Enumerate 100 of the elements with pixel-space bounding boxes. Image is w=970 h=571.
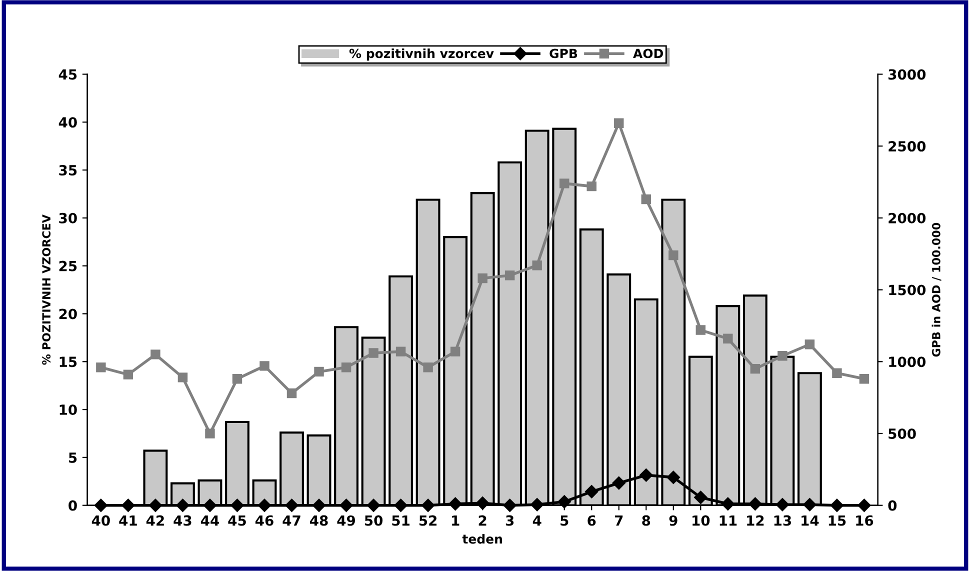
x-tick-label: 46 bbox=[255, 515, 274, 526]
point bbox=[368, 348, 378, 358]
point bbox=[586, 181, 596, 192]
point bbox=[723, 334, 733, 344]
point bbox=[641, 194, 651, 204]
x-tick-label: 52 bbox=[419, 515, 437, 526]
point bbox=[176, 498, 190, 512]
point bbox=[804, 340, 815, 350]
y2-axis-title: GPB in AOD / 100.000 bbox=[932, 222, 942, 357]
y-tick-label: 25 bbox=[59, 260, 77, 272]
x-axis-title: teden bbox=[462, 534, 502, 544]
point bbox=[476, 496, 490, 510]
point bbox=[694, 490, 708, 504]
x-tick-label: 13 bbox=[774, 515, 791, 526]
x-tick-label: 15 bbox=[828, 515, 846, 526]
point bbox=[260, 361, 270, 371]
y-tick-label: 45 bbox=[58, 69, 77, 80]
point bbox=[314, 366, 324, 377]
x-tick-label: 49 bbox=[337, 515, 356, 526]
x-tick-label: 50 bbox=[364, 515, 383, 526]
point bbox=[258, 498, 272, 512]
x-tick-label: 1 bbox=[452, 515, 460, 526]
x-tick-label: 6 bbox=[588, 515, 596, 526]
point bbox=[230, 498, 244, 512]
point bbox=[612, 476, 626, 490]
legend-label: GPB bbox=[550, 48, 578, 58]
point bbox=[150, 350, 160, 360]
point bbox=[312, 498, 326, 512]
y2-tick-label: 500 bbox=[888, 428, 916, 439]
x-tick-label: 12 bbox=[747, 515, 764, 526]
x-tick-label: 14 bbox=[802, 515, 819, 526]
x-tick-label: 8 bbox=[642, 515, 650, 526]
point bbox=[285, 498, 298, 512]
y-tick-label: 20 bbox=[59, 308, 77, 320]
point bbox=[748, 497, 762, 510]
point bbox=[478, 273, 488, 284]
point bbox=[558, 495, 571, 508]
point bbox=[232, 374, 242, 384]
point bbox=[830, 498, 844, 512]
point bbox=[203, 498, 217, 512]
y2-tick-label: 1000 bbox=[889, 356, 926, 368]
point bbox=[205, 428, 215, 438]
point bbox=[450, 346, 460, 356]
x-tick-label: 4 bbox=[532, 515, 542, 526]
x-tick-label: 16 bbox=[856, 515, 874, 526]
x-tick-label: 9 bbox=[669, 515, 678, 526]
point bbox=[750, 364, 760, 374]
point bbox=[148, 498, 162, 512]
point bbox=[96, 362, 106, 372]
x-tick-label: 42 bbox=[146, 515, 164, 526]
point bbox=[803, 498, 816, 512]
y-tick-label: 40 bbox=[58, 117, 77, 128]
point bbox=[640, 468, 653, 482]
y-axis-title: % POZITIVNIH VZORCEV bbox=[42, 214, 51, 365]
point bbox=[421, 498, 435, 512]
point bbox=[776, 498, 790, 512]
point bbox=[532, 260, 542, 270]
point bbox=[122, 498, 135, 512]
x-tick-label: 47 bbox=[282, 515, 300, 526]
point bbox=[366, 498, 380, 512]
point bbox=[614, 118, 624, 128]
y-tick-label: 15 bbox=[60, 356, 77, 368]
x-tick-label: 45 bbox=[228, 515, 246, 526]
x-tick-label: 5 bbox=[560, 515, 568, 526]
x-tick-label: 7 bbox=[614, 515, 623, 526]
point bbox=[503, 498, 516, 512]
point bbox=[530, 498, 544, 512]
point bbox=[778, 351, 788, 361]
y2-tick-label: 1500 bbox=[889, 284, 926, 296]
point bbox=[504, 270, 515, 280]
point bbox=[721, 497, 735, 510]
x-tick-label: 3 bbox=[506, 515, 514, 526]
y-tick-label: 5 bbox=[68, 452, 77, 463]
point bbox=[341, 362, 352, 372]
x-tick-label: 11 bbox=[720, 515, 737, 526]
point bbox=[559, 178, 570, 188]
point bbox=[448, 497, 462, 510]
point bbox=[859, 374, 870, 384]
x-tick-label: 10 bbox=[692, 515, 710, 526]
point bbox=[286, 388, 297, 398]
y-tick-label: 35 bbox=[59, 165, 77, 176]
legend-label: AOD bbox=[633, 48, 663, 58]
point bbox=[832, 368, 842, 378]
x-tick-label: 40 bbox=[92, 515, 110, 526]
x-tick-label: 2 bbox=[478, 515, 486, 526]
y-tick-label: 10 bbox=[60, 404, 77, 416]
point bbox=[178, 372, 188, 382]
point bbox=[423, 362, 433, 372]
point bbox=[668, 250, 678, 260]
point bbox=[394, 498, 408, 512]
point bbox=[696, 325, 706, 335]
x-tick-label: 41 bbox=[119, 515, 137, 526]
y2-tick-label: 0 bbox=[888, 500, 897, 511]
point bbox=[94, 498, 108, 512]
y2-tick-label: 3000 bbox=[888, 69, 926, 80]
point bbox=[123, 370, 134, 380]
y-tick-label: 30 bbox=[59, 212, 77, 224]
point bbox=[396, 346, 406, 356]
point bbox=[666, 470, 680, 484]
y2-tick-label: 2500 bbox=[888, 141, 926, 152]
